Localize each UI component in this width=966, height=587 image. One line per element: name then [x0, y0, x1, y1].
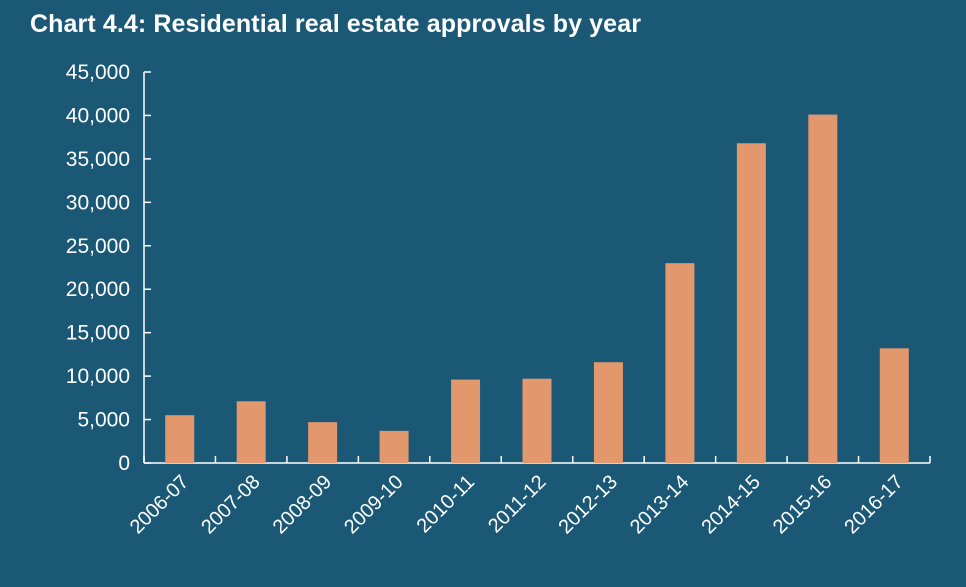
- y-tick-label: 15,000: [66, 322, 130, 345]
- bar-2013-14: [665, 263, 695, 463]
- chart-title: Chart 4.4: Residential real estate appro…: [30, 10, 642, 38]
- y-tick-label: 35,000: [66, 148, 130, 171]
- bar-2009-10: [379, 430, 409, 463]
- bar-2006-07: [165, 415, 195, 463]
- y-tick-label: 10,000: [66, 365, 130, 388]
- y-tick-label: 20,000: [66, 278, 130, 301]
- bar-2012-13: [593, 362, 623, 463]
- x-tick-label: 2014-15: [697, 471, 764, 538]
- x-tick-label: 2006-07: [126, 471, 193, 538]
- y-tick-label: 40,000: [66, 104, 130, 127]
- x-tick-label: 2012-13: [555, 471, 622, 538]
- x-tick-label: 2009-10: [340, 471, 407, 538]
- x-tick-label: 2011-12: [484, 471, 550, 537]
- x-tick-label: 2016-17: [840, 471, 907, 538]
- bar-2016-17: [879, 348, 909, 463]
- y-tick-label: 5,000: [77, 409, 130, 432]
- x-tick-label: 2010-11: [413, 471, 479, 537]
- bar-2008-09: [308, 422, 338, 463]
- x-tick-label: 2007-08: [197, 471, 264, 538]
- bar-2015-16: [808, 114, 838, 463]
- y-tick-label: 0: [118, 452, 130, 475]
- x-tick-label: 2008-09: [269, 471, 336, 538]
- bar-2011-12: [522, 378, 552, 463]
- y-tick-label: 45,000: [66, 61, 130, 84]
- x-tick-label: 2015-16: [769, 471, 836, 538]
- y-tick-label: 30,000: [66, 191, 130, 214]
- bar-2014-15: [736, 143, 766, 463]
- bar-2010-11: [451, 379, 481, 463]
- x-tick-label: 2013-14: [626, 471, 693, 538]
- y-tick-label: 25,000: [66, 235, 130, 258]
- bar-2007-08: [236, 401, 266, 463]
